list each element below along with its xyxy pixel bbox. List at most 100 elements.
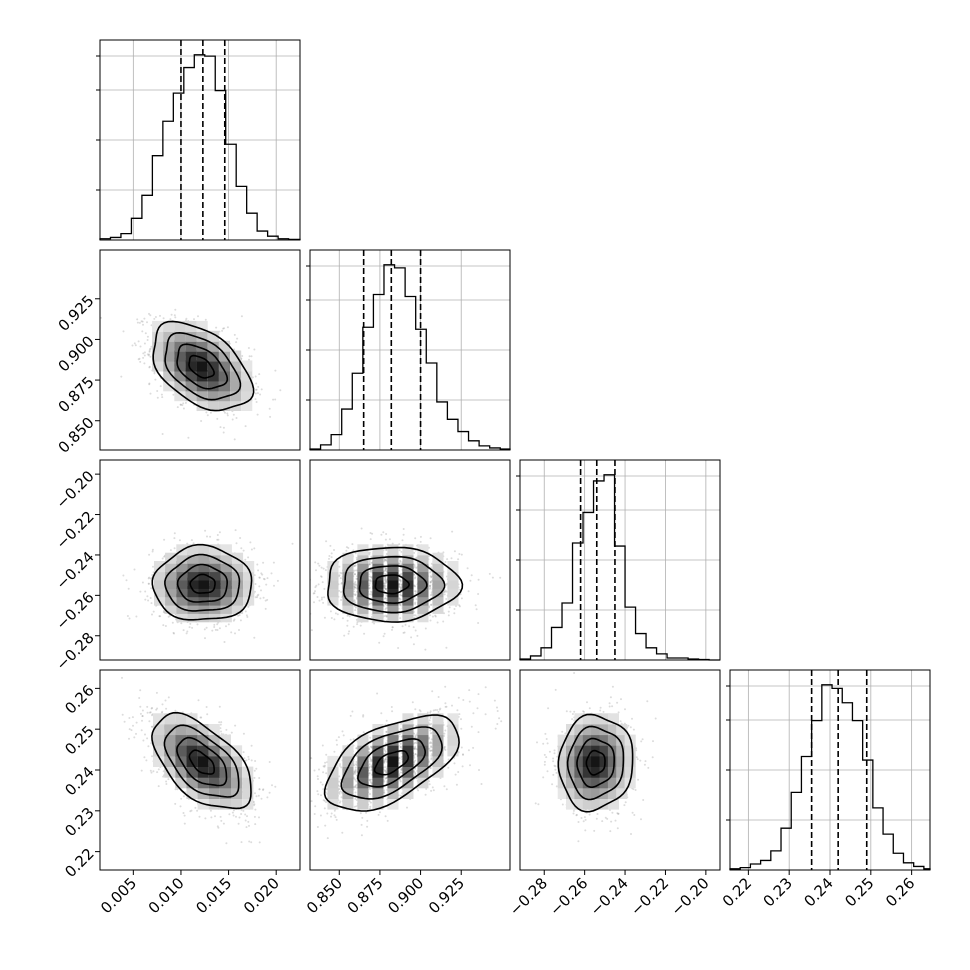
density-cell [207, 330, 219, 342]
sample-point [182, 402, 185, 405]
sample-point [370, 569, 373, 572]
sample-point [156, 396, 159, 399]
density-cell [243, 561, 255, 573]
sample-point [279, 389, 282, 392]
sample-point [314, 586, 317, 589]
sample-point [128, 737, 130, 740]
sample-point [150, 602, 153, 605]
sample-point [265, 583, 268, 586]
density-cell [417, 569, 429, 581]
sample-point [398, 563, 401, 566]
density-cell [417, 544, 429, 556]
sample-point [259, 393, 262, 396]
sample-point [383, 632, 386, 635]
density-cell [198, 544, 210, 556]
sample-point [413, 585, 416, 588]
sample-point [235, 417, 238, 419]
sample-point [477, 578, 480, 581]
sample-point [246, 616, 249, 618]
sample-point [414, 603, 417, 605]
density-cell [198, 611, 210, 623]
density-cell [174, 320, 186, 332]
sample-point [385, 581, 388, 584]
density-cell [372, 594, 384, 606]
density-cell [327, 569, 339, 581]
sample-point [368, 602, 371, 605]
sample-point [400, 586, 403, 589]
sample-point [313, 601, 315, 604]
sample-point [138, 321, 141, 324]
sample-point [176, 788, 179, 791]
sample-point [225, 728, 228, 731]
sample-point [149, 355, 152, 358]
sample-point [148, 366, 151, 369]
sample-point [209, 535, 212, 538]
sample-point [324, 569, 327, 572]
sample-point [354, 594, 357, 597]
sample-point [185, 632, 188, 635]
sample-point [316, 596, 319, 598]
sample-point [328, 555, 331, 557]
sample-point [244, 610, 247, 613]
sample-point [391, 626, 394, 629]
sample-point [353, 564, 356, 567]
sample-point [385, 548, 388, 551]
sample-point [161, 703, 164, 706]
sample-point [336, 613, 339, 616]
sample-point [384, 572, 387, 575]
sample-point [334, 612, 337, 615]
sample-point [450, 557, 453, 560]
sample-point [165, 783, 168, 785]
sample-point [398, 603, 401, 606]
sample-point [399, 588, 402, 591]
sample-point [385, 553, 388, 555]
sample-point [248, 840, 251, 843]
sample-point [369, 532, 372, 534]
sample-point [173, 532, 176, 535]
sample-point [399, 580, 402, 583]
sample-point [388, 538, 391, 541]
density-cell [174, 350, 186, 362]
sample-point [134, 344, 137, 347]
sample-point [163, 538, 166, 541]
sample-point [398, 562, 401, 565]
sample-point [348, 630, 351, 633]
sample-point [384, 603, 387, 606]
sample-point [430, 591, 433, 594]
sample-point [399, 573, 402, 576]
density-cell [387, 594, 399, 606]
hist-panel-0 [96, 39, 301, 241]
sample-point [192, 542, 195, 545]
sample-point [398, 583, 401, 585]
density-cell [218, 350, 230, 362]
density-cell [165, 594, 177, 606]
sample-point [250, 841, 253, 844]
density-cell [196, 399, 208, 411]
sample-point [149, 347, 152, 350]
density-cell [241, 370, 253, 382]
sample-point [155, 708, 158, 711]
sample-point [172, 393, 175, 396]
sample-point [414, 590, 417, 593]
density-cell [417, 577, 429, 589]
density-cell [327, 594, 339, 606]
sample-point [429, 586, 432, 589]
sample-point [399, 593, 402, 596]
sample-point [237, 614, 240, 617]
sample-point [250, 355, 253, 358]
sample-point [499, 576, 502, 579]
sample-point [369, 579, 372, 582]
sample-point [413, 614, 416, 617]
sample-point [206, 535, 208, 538]
density-cell [163, 340, 175, 352]
sample-point [401, 539, 404, 542]
sample-point [399, 594, 402, 597]
density-cell [163, 360, 175, 372]
pair-panel-0-2 [99, 459, 301, 661]
pair-content [100, 308, 282, 441]
sample-point [187, 436, 190, 439]
sample-point [430, 562, 433, 565]
sample-point [384, 558, 387, 561]
sample-point [148, 348, 151, 351]
density-cell [207, 390, 219, 402]
